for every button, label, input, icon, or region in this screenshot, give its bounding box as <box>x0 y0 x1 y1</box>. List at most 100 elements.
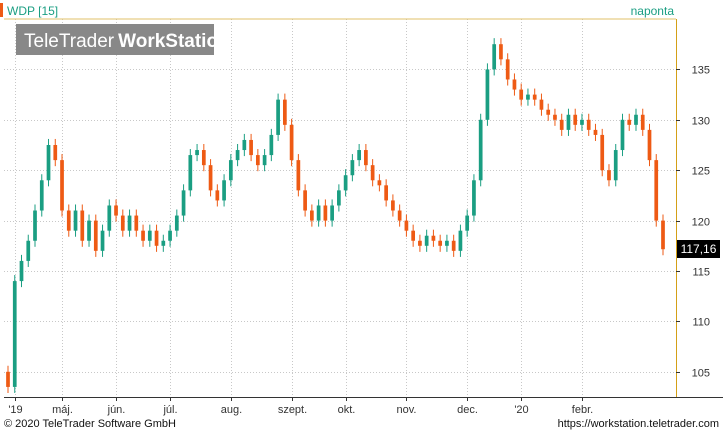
candle-up <box>174 215 179 231</box>
candle-up <box>100 230 105 251</box>
candle-down <box>397 210 402 221</box>
candle-down <box>141 230 145 241</box>
candle-down <box>391 200 395 211</box>
x-tick-label: febr. <box>572 404 593 416</box>
candle-up <box>485 69 490 120</box>
candle-up <box>316 205 321 221</box>
candle-down <box>418 240 422 246</box>
candle-up <box>458 230 463 251</box>
candle-down <box>607 170 611 181</box>
candle-down <box>627 119 632 125</box>
candle-down <box>364 150 368 166</box>
candle-down <box>586 119 591 130</box>
candle-up <box>87 220 91 241</box>
candle-up <box>26 240 31 261</box>
x-tick-label: jún. <box>107 404 126 416</box>
candle-up <box>262 155 267 166</box>
candle-down <box>215 190 220 201</box>
last-price-box <box>677 240 720 258</box>
candle-down <box>53 145 58 161</box>
candle-up <box>472 180 476 216</box>
candle-up <box>147 230 152 241</box>
candle-down <box>573 114 578 125</box>
candle-up <box>634 114 638 125</box>
candle-down <box>384 185 389 201</box>
candle-up <box>276 99 280 135</box>
chart-title: WDP [15] <box>7 4 58 18</box>
candle-up <box>620 119 625 151</box>
candle-up <box>357 150 361 161</box>
watermark-light: TeleTrader <box>24 31 115 52</box>
candle-up <box>168 230 172 241</box>
candle-up <box>228 160 233 181</box>
candle-up <box>478 119 483 181</box>
candle-down <box>411 230 416 241</box>
y-tick-label: 105 <box>692 368 710 380</box>
x-tick-label: szept. <box>278 404 307 416</box>
candle-down <box>80 210 85 241</box>
y-tick-label: 115 <box>692 267 710 279</box>
candle-up <box>33 210 37 241</box>
candle-down <box>303 190 307 211</box>
candle-down <box>255 155 260 166</box>
candle-down <box>370 165 375 181</box>
candle-up <box>127 215 132 231</box>
footer-url[interactable]: https://workstation.teletrader.com <box>557 418 719 430</box>
candle-up <box>161 240 166 246</box>
candle-down <box>451 240 456 251</box>
candle-up <box>39 180 44 211</box>
candle-down <box>654 160 659 221</box>
candle-down <box>559 119 564 130</box>
y-tick-label: 125 <box>692 166 710 178</box>
candle-down <box>60 160 64 211</box>
candle-down <box>114 205 118 216</box>
candle-down <box>208 165 213 191</box>
candle-up <box>424 235 429 246</box>
candle-down <box>640 114 645 130</box>
candle-down <box>249 139 253 156</box>
candle-down <box>499 44 503 60</box>
candle-up <box>107 205 112 231</box>
candle-down <box>154 230 159 246</box>
x-tick-label: '19 <box>8 404 22 416</box>
plot-area <box>4 19 676 397</box>
watermark-box <box>16 24 214 55</box>
watermark-bold: WorkStation <box>118 31 230 52</box>
candle-down <box>546 109 551 115</box>
candle-up <box>492 44 497 70</box>
candle-down <box>296 160 301 191</box>
x-tick-label: '20 <box>514 404 528 416</box>
candle-up <box>12 281 17 387</box>
candle-down <box>553 114 557 120</box>
y-tick-label: 130 <box>692 116 710 128</box>
watermark-text: TeleTrader WorkStation <box>24 31 230 52</box>
last-price-label: 117,16 <box>681 242 717 256</box>
candle-down <box>519 89 524 100</box>
x-tick-label: okt. <box>338 404 356 416</box>
candle-up <box>613 150 618 181</box>
footer-copyright: © 2020 TeleTrader Software GmbH <box>4 418 176 430</box>
candle-down <box>512 79 517 90</box>
candle-up <box>222 180 226 201</box>
candle-up <box>350 160 355 176</box>
candle-down <box>647 129 652 161</box>
candle-up <box>337 190 341 206</box>
x-axis-ticks: '19 máj. jún. júl. aug. szept. okt. nov. dec. '20… <box>8 397 593 416</box>
x-tick-label: nov. <box>397 404 417 416</box>
candle-up <box>181 190 186 216</box>
candle-down <box>66 210 71 231</box>
candle-down <box>539 99 544 110</box>
candle-up <box>269 134 274 156</box>
candle-up <box>188 155 193 191</box>
y-axis-ticks: 105 110 115 120 125 130 135 <box>676 65 710 380</box>
candle-down <box>310 210 314 221</box>
candle-up <box>445 240 449 246</box>
candle-up <box>580 119 584 125</box>
y-tick-label: 110 <box>692 317 710 329</box>
x-tick-label: aug. <box>221 404 242 416</box>
candle-up <box>465 215 470 231</box>
candle-down <box>600 134 605 171</box>
candle-up <box>526 94 530 100</box>
candle-down <box>661 220 665 250</box>
